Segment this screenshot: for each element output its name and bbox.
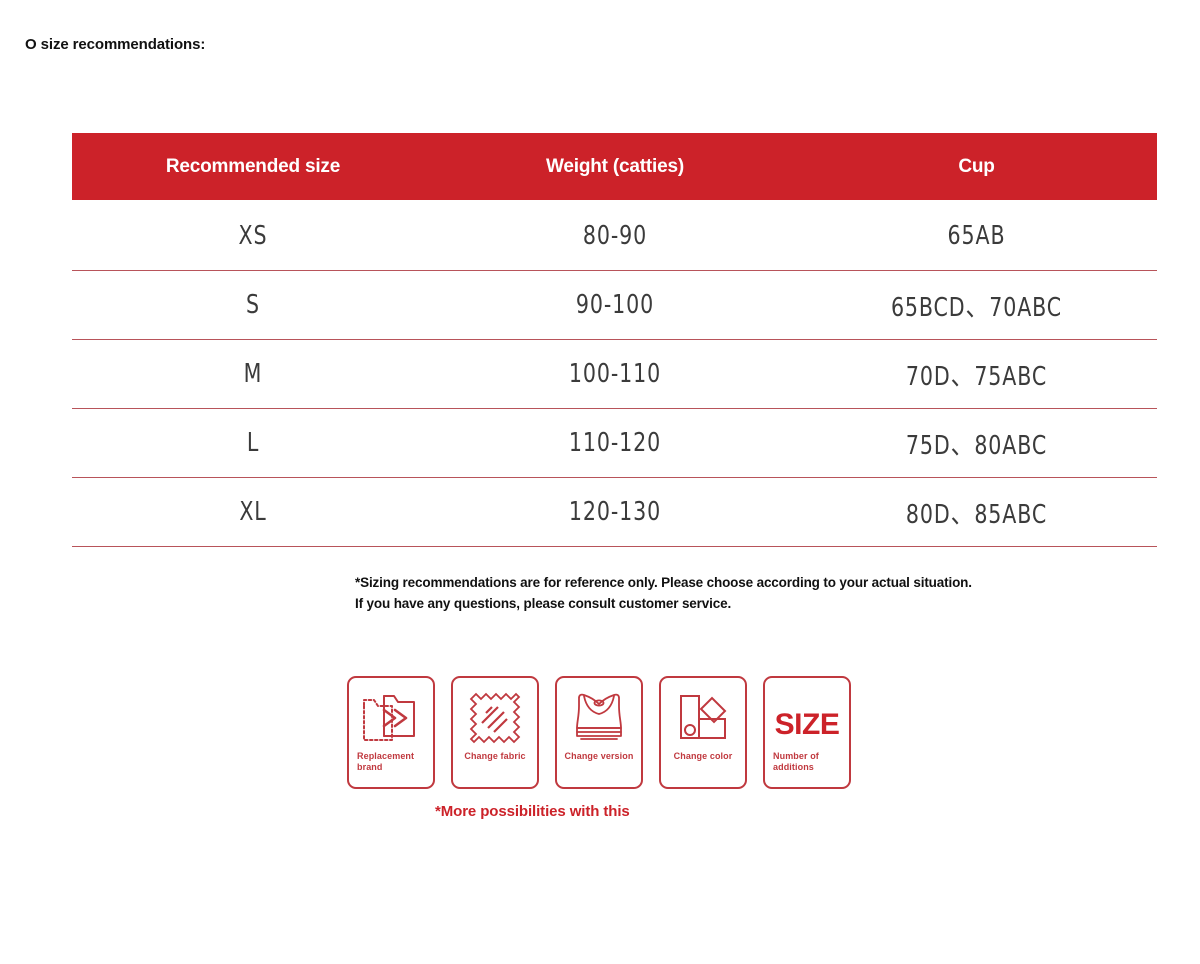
feature-box-change-version[interactable]: Change version <box>555 676 643 789</box>
feature-label: Change color <box>673 751 733 761</box>
cell-size: M <box>93 339 413 409</box>
change-color-icon <box>668 687 738 749</box>
cell-cup: 75D、80ABC <box>817 408 1136 478</box>
cell-weight: 110-120 <box>455 408 775 478</box>
size-word-label: SIZE <box>774 708 840 741</box>
feature-icon-row: Replacement brand Change fabric <box>347 676 851 789</box>
change-version-icon <box>564 687 634 749</box>
change-fabric-icon <box>460 687 530 749</box>
column-header-weight: Weight (catties) <box>546 155 684 177</box>
cell-cup: 65AB <box>817 200 1136 271</box>
cell-size: XL <box>93 477 413 547</box>
feature-label: Change version <box>564 751 634 761</box>
cell-cup: 65BCD、70ABC <box>817 270 1136 340</box>
feature-label: Change fabric <box>464 751 526 761</box>
column-header-cup: Cup <box>958 155 995 177</box>
size-recommendation-table: Recommended size Weight (catties) Cup XS… <box>72 133 1157 547</box>
table-row: S 90-100 65BCD、70ABC <box>72 270 1157 340</box>
feature-box-number-of-additions[interactable]: SIZE Number of additions <box>763 676 851 789</box>
feature-label: Number of additions <box>773 751 819 773</box>
feature-box-replacement-brand[interactable]: Replacement brand <box>347 676 435 789</box>
sizing-disclaimer: *Sizing recommendations are for referenc… <box>355 575 972 611</box>
column-header-recommended-size: Recommended size <box>165 155 341 177</box>
cell-cup: 70D、75ABC <box>817 339 1136 409</box>
cell-size: S <box>93 270 413 340</box>
cell-weight: 90-100 <box>455 270 775 340</box>
table-header: Recommended size Weight (catties) Cup <box>72 133 1157 200</box>
table-row: XL 120-130 80D、85ABC <box>72 477 1157 547</box>
table-row: XS 80-90 65AB <box>72 200 1157 271</box>
more-possibilities-caption: *More possibilities with this <box>435 803 630 820</box>
table-body: XS 80-90 65AB S 90-100 65BCD、70ABC M 100… <box>72 200 1157 547</box>
feature-label: Replacement brand <box>357 751 415 773</box>
table-row: L 110-120 75D、80ABC <box>72 408 1157 478</box>
feature-box-change-fabric[interactable]: Change fabric <box>451 676 539 789</box>
size-text-icon: SIZE <box>772 687 842 749</box>
feature-box-change-color[interactable]: Change color <box>659 676 747 789</box>
cell-size: L <box>93 408 413 478</box>
table-row: M 100-110 70D、75ABC <box>72 339 1157 409</box>
cell-size: XS <box>93 200 413 271</box>
page-title: O size recommendations: <box>25 36 206 53</box>
replacement-brand-icon <box>356 687 426 749</box>
cell-weight: 80-90 <box>455 200 775 271</box>
table-header-row: Recommended size Weight (catties) Cup <box>72 133 1157 200</box>
cell-weight: 100-110 <box>455 339 775 409</box>
cell-weight: 120-130 <box>455 477 775 547</box>
cell-cup: 80D、85ABC <box>817 477 1136 547</box>
